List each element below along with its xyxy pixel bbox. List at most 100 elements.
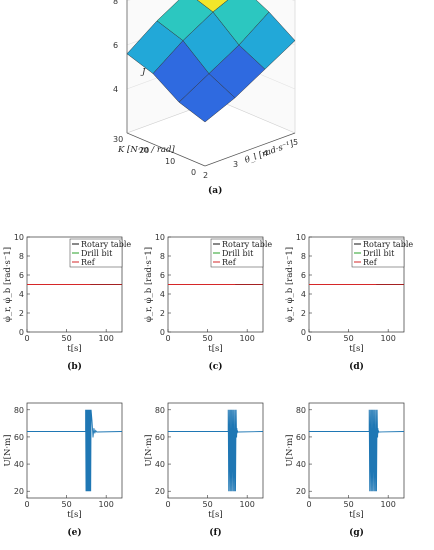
plot-area: [308, 402, 405, 499]
legend-label: Rotary table: [81, 240, 131, 249]
k-tick-label: 20: [139, 146, 149, 155]
x-tick-label: 0: [306, 334, 311, 343]
series-u: [368, 409, 405, 492]
y-tick-label: 4: [160, 290, 165, 299]
x-axis-label: t[s]: [349, 510, 363, 520]
plot-area: [167, 402, 264, 499]
y-tick-label: 80: [296, 406, 306, 415]
caption-g: (g): [349, 527, 364, 538]
legend-label: Drill bit: [363, 249, 395, 258]
k-axis-label: K [N·m / rad]: [117, 145, 175, 155]
caption-e: (e): [67, 527, 81, 538]
k-tick-label: 0: [191, 168, 196, 177]
caption-d: (d): [349, 361, 364, 372]
plot-area: [26, 402, 123, 499]
caption-a: (a): [208, 185, 222, 196]
y-axis-label: φ̇_r, φ̇_b [rad·s⁻1]: [285, 247, 295, 322]
z-tick-label: 8: [113, 0, 118, 6]
y-axis-label: φ̇_r, φ̇_b [rad·s⁻1]: [3, 247, 13, 322]
y-tick-label: 6: [301, 271, 306, 280]
x-tick-label: 100: [240, 334, 255, 343]
y-tick-label: 60: [155, 433, 165, 442]
y-tick-label: 8: [19, 252, 24, 261]
y-tick-label: 8: [301, 252, 306, 261]
control-plot-e: 0 50 100 20 40 60 80 t[s] U[N·m] (e): [3, 402, 123, 538]
caption-c: (c): [209, 361, 223, 372]
x-tick-label: 50: [61, 500, 71, 509]
y-tick-label: 6: [19, 271, 24, 280]
y-axis-label: U[N·m]: [144, 435, 154, 467]
x-tick-label: 50: [61, 334, 71, 343]
x-tick-label: 0: [24, 334, 29, 343]
x-tick-label: 0: [306, 500, 311, 509]
series-u: [227, 409, 264, 492]
y-tick-label: 0: [19, 328, 24, 337]
y-tick-label: 0: [160, 328, 165, 337]
y-tick-label: 40: [14, 460, 24, 469]
theta-tick-label: 5: [293, 138, 298, 147]
y-tick-label: 20: [14, 487, 24, 496]
y-tick-label: 40: [296, 460, 306, 469]
control-plot-g: 0 50 100 20 40 60 80 t[s] U[N·m] (g): [285, 402, 405, 538]
k-tick-label: 30: [113, 135, 123, 144]
y-axis-label: U[N·m]: [285, 435, 295, 467]
x-tick-label: 50: [202, 334, 212, 343]
y-tick-label: 6: [160, 271, 165, 280]
z-tick-label: 4: [113, 85, 118, 94]
x-tick-label: 0: [165, 334, 170, 343]
k-tick-label: 10: [165, 157, 175, 166]
x-axis-label: t[s]: [208, 510, 222, 520]
theta-axis-label: θ_l [rad·s⁻¹]: [244, 139, 296, 166]
y-tick-label: 20: [296, 487, 306, 496]
axis-line-k: [126, 132, 206, 167]
x-tick-label: 100: [381, 500, 396, 509]
x-tick-label: 100: [381, 334, 396, 343]
y-tick-label: 20: [155, 487, 165, 496]
x-axis-label: t[s]: [349, 344, 363, 354]
series-u: [85, 409, 123, 492]
x-axis-label: t[s]: [208, 344, 222, 354]
legend-label: Ref: [81, 258, 96, 267]
x-tick-label: 0: [24, 500, 29, 509]
legend-label: Drill bit: [222, 249, 254, 258]
surface-patch: [196, 0, 229, 13]
legend-label: Drill bit: [81, 249, 113, 258]
control-plot-f: 0 50 100 20 40 60 80 t[s] U[N·m] (f): [144, 402, 264, 538]
theta-tick-label: 2: [203, 171, 208, 180]
y-tick-label: 80: [155, 406, 165, 415]
x-tick-label: 50: [202, 500, 212, 509]
legend-label: Rotary table: [222, 240, 272, 249]
z-axis-label: J: [140, 67, 146, 77]
line-plot-b: 0 50 100 0 2 4 6 8 10 t[s] φ̇_r, φ̇_b [rad·s⁻1] (b)…: [3, 233, 131, 372]
x-axis-label: t[s]: [67, 344, 81, 354]
x-axis-label: t[s]: [67, 510, 81, 520]
theta-tick-label: 3: [233, 160, 238, 169]
y-tick-label: 0: [301, 328, 306, 337]
z-tick-label: 6: [113, 41, 118, 50]
x-tick-label: 100: [99, 334, 114, 343]
caption-f: (f): [209, 527, 221, 538]
axis-line-theta: [204, 132, 296, 167]
y-tick-label: 2: [19, 309, 24, 318]
x-tick-label: 0: [165, 500, 170, 509]
x-tick-label: 100: [99, 500, 114, 509]
y-tick-label: 2: [160, 309, 165, 318]
y-tick-label: 40: [155, 460, 165, 469]
x-tick-label: 50: [343, 334, 353, 343]
y-tick-label: 10: [14, 233, 24, 242]
y-tick-label: 60: [14, 433, 24, 442]
y-tick-label: 4: [19, 290, 24, 299]
line-plot-d: 0 50 100 0 2 4 6 8 10 t[s] φ̇_r, φ̇_b [rad·s⁻1] (d)…: [285, 233, 413, 372]
y-tick-label: 4: [301, 290, 306, 299]
legend-label: Rotary table: [363, 240, 413, 249]
line-plot-c: 0 50 100 0 2 4 6 8 10 t[s] φ̇_r, φ̇_b [rad·s⁻1] (c)…: [144, 233, 272, 372]
y-tick-label: 8: [160, 252, 165, 261]
y-tick-label: 10: [155, 233, 165, 242]
x-tick-label: 50: [343, 500, 353, 509]
caption-b: (b): [67, 361, 82, 372]
legend-label: Ref: [363, 258, 378, 267]
y-tick-label: 60: [296, 433, 306, 442]
x-tick-label: 100: [240, 500, 255, 509]
legend-label: Ref: [222, 258, 237, 267]
